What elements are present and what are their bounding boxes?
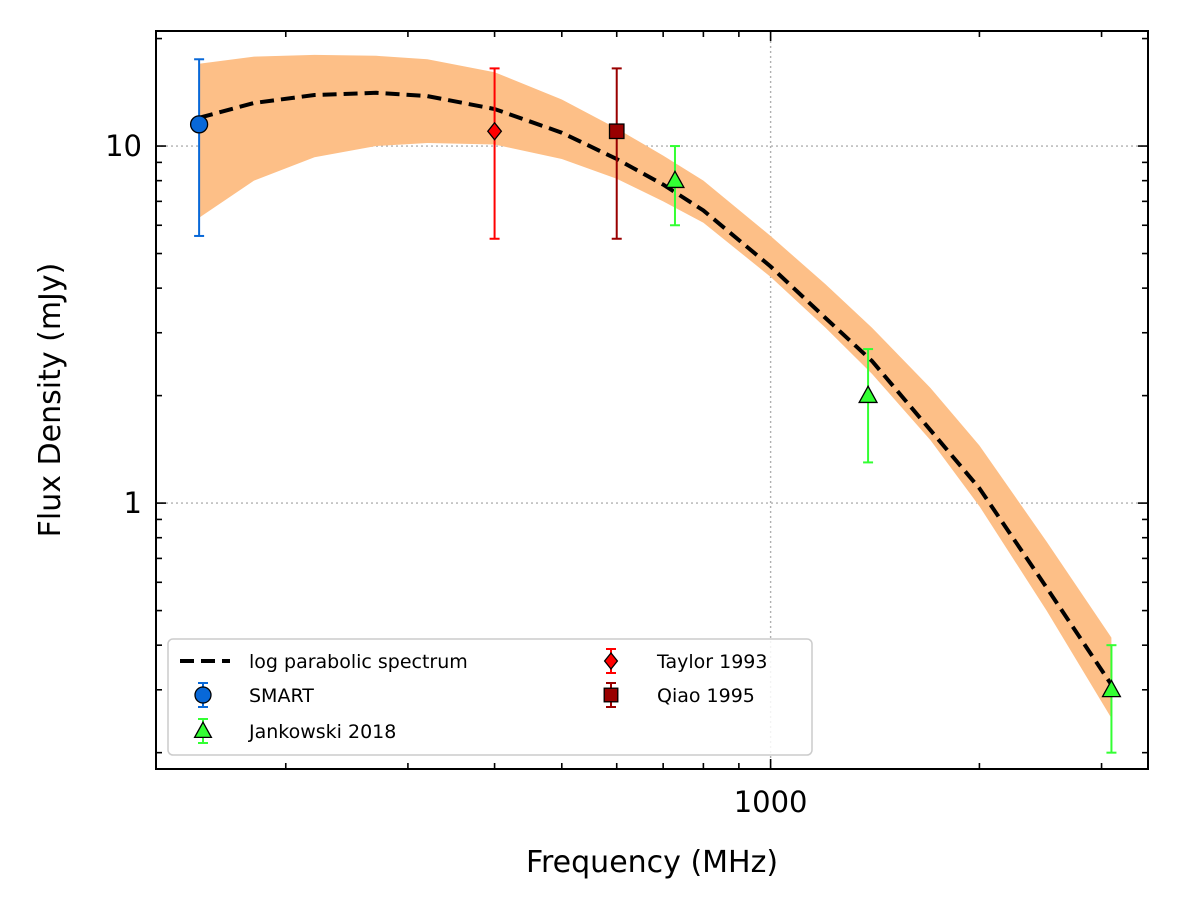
x-tick-label: 1000 [734,785,808,819]
legend-entry-log-parabolic-spectrum: log parabolic spectrum [180,651,468,673]
smart-point [189,115,209,134]
legend-label: Qiao 1995 [657,685,755,707]
smart-error-bar [194,58,205,237]
legend-entry-jankowski-2018: Jankowski 2018 [193,718,396,744]
y-tick-label: 1 [124,486,142,520]
qiao-1995-point [608,123,625,140]
legend-entry-taylor-1993: Taylor 1993 [603,648,767,674]
jankowski-2018-point [1101,679,1122,698]
y-axis-label: Flux Density (mJy) [33,263,68,538]
uncertainty-band [199,54,1112,719]
jankowski-2018-error-bar [1106,644,1117,754]
qiao-1995-error-bar [611,67,622,240]
taylor-1993-point [486,121,503,141]
legend-marker [603,651,619,671]
legend-box [167,638,813,756]
legend-marker [194,686,212,704]
jankowski-2018-point [858,384,879,404]
jankowski-2018-error-bar [863,348,874,464]
x-axis-label: Frequency (MHz) [526,845,778,880]
legend-marker [603,687,619,703]
data-points-layer [189,58,1122,754]
legend-label: SMART [249,685,314,707]
model-curve-layer [198,90,1114,686]
log-parabolic-curve [198,90,1114,686]
plot-frame [155,30,1149,770]
jankowski-2018-point [664,169,686,189]
model-uncertainty-band [199,54,1112,719]
taylor-1993-error-bar [489,67,500,240]
legend: log parabolic spectrum SMART Jankowski 201… [167,638,813,756]
legend-entry-smart: SMART [194,682,314,708]
legend-label: Jankowski 2018 [248,721,396,743]
y-tick-label: 10 [105,129,142,163]
legend-marker [193,720,213,739]
legend-label: log parabolic spectrum [249,651,468,673]
axes: 1000 1 10 [105,30,1149,819]
legend-label: Taylor 1993 [656,651,767,673]
legend-entry-qiao-1995: Qiao 1995 [603,682,755,708]
